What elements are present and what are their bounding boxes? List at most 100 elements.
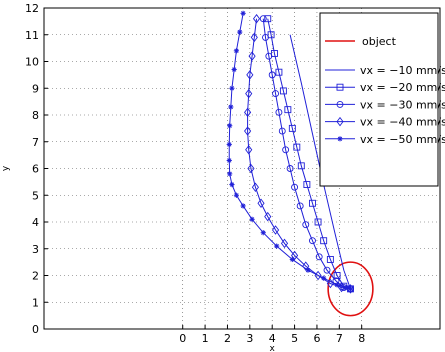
- circle-marker: [268, 71, 276, 79]
- y-tick-label: 9: [32, 82, 39, 95]
- star-marker: [321, 275, 327, 281]
- diamond-marker: [280, 238, 289, 249]
- circle-marker: [323, 266, 331, 274]
- star-marker: [229, 85, 235, 91]
- circle-marker: [278, 127, 286, 135]
- legend-series-label: vx = −50 mm/s: [360, 133, 445, 146]
- star-marker: [233, 48, 240, 54]
- object-circle: [327, 261, 374, 317]
- x-tick-label: 4: [269, 332, 276, 345]
- legend-series-label: vx = −10 mm/s: [360, 64, 445, 77]
- star-marker: [227, 171, 233, 177]
- x-axis-label: x: [270, 344, 276, 352]
- diamond-marker: [337, 282, 346, 293]
- y-tick-label: 8: [32, 109, 39, 122]
- circle-marker: [291, 183, 299, 191]
- diamond-marker: [246, 70, 254, 80]
- object-layer: [327, 261, 374, 317]
- circle-marker: [282, 146, 290, 154]
- y-axis-label: y: [1, 165, 11, 171]
- star-marker: [289, 256, 295, 263]
- star-marker: [249, 216, 255, 222]
- legend-series-label: vx = −40 mm/s: [360, 116, 445, 129]
- circle-marker: [336, 100, 344, 108]
- y-tick-label: 10: [25, 56, 39, 69]
- circle-marker: [259, 15, 267, 23]
- x-tick-label: 6: [313, 332, 320, 345]
- circle-marker: [296, 202, 304, 210]
- square-marker: [275, 68, 283, 76]
- diamond-marker: [252, 13, 261, 24]
- series-2: [264, 15, 354, 293]
- square-marker: [309, 199, 316, 207]
- diamond-marker: [250, 32, 258, 43]
- square-marker: [326, 256, 334, 263]
- y-tick-label: 5: [32, 189, 39, 202]
- diamond-marker: [264, 211, 272, 222]
- circle-marker: [302, 221, 310, 229]
- circle-marker: [272, 90, 280, 98]
- square-marker: [336, 83, 344, 91]
- x-tick-label: 3: [246, 332, 253, 345]
- star-marker: [260, 230, 266, 236]
- square-marker: [297, 162, 305, 170]
- diamond-marker: [248, 51, 256, 61]
- y-tick-label: 1: [32, 296, 39, 309]
- square-marker: [303, 181, 311, 189]
- circle-marker: [262, 33, 269, 41]
- star-marker: [231, 66, 237, 73]
- series-5: [226, 10, 354, 292]
- star-marker: [237, 29, 243, 35]
- series-line: [267, 18, 351, 290]
- star-marker: [240, 203, 246, 209]
- star-marker: [337, 136, 343, 142]
- star-marker: [305, 267, 311, 273]
- circle-marker: [309, 237, 316, 245]
- circle-marker: [265, 52, 273, 60]
- star-marker: [274, 243, 280, 249]
- x-tick-label: 2: [224, 332, 231, 345]
- star-marker: [226, 157, 232, 164]
- y-tick-label: 11: [25, 29, 39, 42]
- legend-object-label: object: [362, 35, 397, 48]
- x-tick-label: 1: [202, 332, 209, 345]
- square-marker: [270, 50, 278, 57]
- x-tick-label: 5: [291, 332, 298, 345]
- diamond-marker: [271, 225, 280, 235]
- star-marker: [343, 284, 349, 291]
- series-3: [259, 15, 354, 293]
- y-tick-label: 6: [32, 163, 39, 176]
- x-tick-label: 7: [336, 332, 343, 345]
- star-marker: [227, 123, 233, 129]
- series-line: [228, 13, 351, 290]
- diamond-marker: [244, 126, 252, 136]
- x-tick-label: 8: [358, 332, 365, 345]
- y-tick-label: 7: [32, 136, 39, 149]
- y-tick-label: 12: [25, 2, 39, 15]
- diamond-marker: [247, 163, 255, 174]
- star-marker: [347, 286, 354, 292]
- legend-series-label: vx = −20 mm/s: [360, 81, 445, 94]
- diamond-marker: [245, 88, 253, 99]
- circle-marker: [286, 165, 294, 172]
- y-tick-label: 3: [32, 243, 39, 256]
- legend-box: [319, 12, 439, 187]
- y-tick-label: 2: [32, 270, 39, 283]
- square-marker: [264, 15, 272, 23]
- diamond-marker: [251, 182, 259, 192]
- star-marker: [229, 181, 235, 188]
- circle-marker: [315, 253, 323, 261]
- diamond-marker: [257, 198, 265, 209]
- x-tick-label: 0: [179, 332, 186, 345]
- series-layer: [226, 10, 355, 294]
- legend: object vx = −10 mm/s vx = −20 mm/s vx = −30…: [319, 12, 445, 187]
- square-marker: [314, 218, 322, 226]
- square-marker: [293, 143, 301, 151]
- square-marker: [333, 272, 341, 279]
- y-tick-label: 4: [32, 216, 39, 229]
- diamond-marker: [244, 107, 252, 118]
- square-marker: [279, 87, 287, 95]
- circle-marker: [275, 108, 283, 116]
